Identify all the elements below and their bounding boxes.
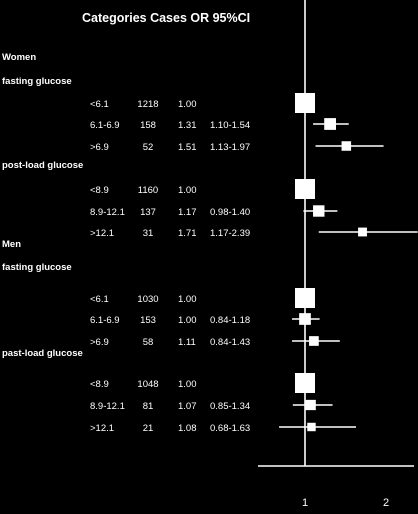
or-marker [309,336,319,346]
row-cases: 158 [140,120,156,131]
row-or: 1.00 [178,99,197,110]
row-category: <6.1 [90,294,109,305]
row-or: 1.00 [178,294,197,305]
row-category: 8.9-12.1 [90,207,125,218]
row-or: 1.00 [178,379,197,390]
row-or: 1.31 [178,120,197,131]
row-ci: 1.10-1.54 [210,120,250,131]
row-ci: 0.84-1.18 [210,315,250,326]
row-category: 8.9-12.1 [90,401,125,412]
or-marker [341,141,352,151]
row-or: 1.00 [178,315,197,326]
row-cases: 52 [143,142,154,153]
or-marker [358,227,367,237]
row-category: 6.1-6.9 [90,315,120,326]
subgroup-heading: fasting glucose [2,262,72,273]
x-tick-label: 1 [302,497,308,509]
table-header: Categories Cases OR 95%CI [82,11,250,25]
x-tick-label: 2 [383,497,389,509]
or-marker [313,205,325,217]
group-heading: Men [2,239,21,250]
row-cases: 58 [143,337,154,348]
row-cases: 1048 [137,379,158,390]
row-ci: 1.17-2.39 [210,228,250,239]
row-category: 6.1-6.9 [90,120,120,131]
or-marker [324,118,336,130]
row-cases: 137 [140,207,156,218]
row-ci: 0.68-1.63 [210,423,250,434]
row-category: <6.1 [90,99,109,110]
row-cases: 31 [143,228,154,239]
row-ci: 1.13-1.97 [210,142,250,153]
row-or: 1.51 [178,142,197,153]
row-cases: 1218 [137,99,158,110]
row-or: 1.08 [178,423,197,434]
row-category: <8.9 [90,185,109,196]
or-marker [305,399,316,411]
row-ci: 0.84-1.43 [210,337,250,348]
row-category: <8.9 [90,379,109,390]
row-category: >12.1 [90,423,114,434]
row-cases: 153 [140,315,156,326]
subgroup-heading: fasting glucose [2,76,72,87]
or-marker [307,422,316,432]
forest-rows: Women fasting glucose <6.1 1218 1.00 6.1-6.9 1… [2,52,418,434]
subgroup-heading: post-load glucose [2,160,83,171]
row-cases: 21 [143,423,154,434]
row-or: 1.17 [178,207,197,218]
row-ci: 0.85-1.34 [210,401,250,412]
row-or: 1.11 [178,337,196,348]
row-cases: 1030 [137,294,158,305]
row-category: >6.9 [90,142,109,153]
row-or: 1.71 [178,228,197,239]
subgroup-heading: past-load glucose [2,348,83,359]
row-category: >6.9 [90,337,109,348]
row-category: >12.1 [90,228,114,239]
row-or: 1.07 [178,401,197,412]
row-or: 1.00 [178,185,197,196]
group-heading: Women [2,52,36,63]
row-ci: 0.98-1.40 [210,207,250,218]
row-cases: 1160 [138,185,158,196]
row-cases: 81 [143,401,154,412]
